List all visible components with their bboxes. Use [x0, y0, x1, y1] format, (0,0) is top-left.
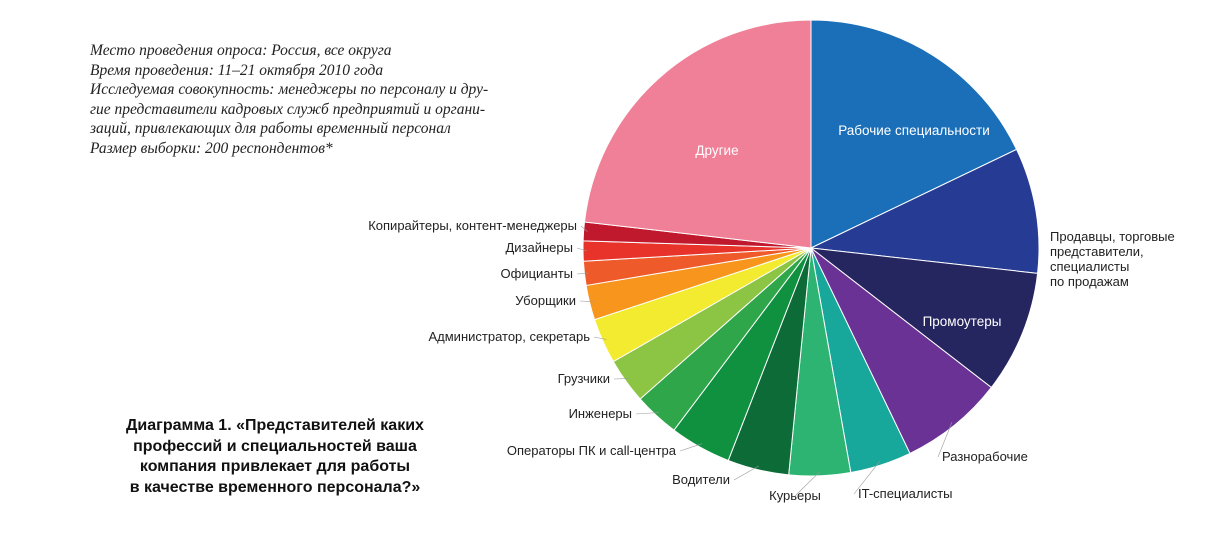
- leader-line: [579, 300, 594, 302]
- caption-number: Диаграмма 1.: [126, 417, 232, 434]
- leader-line: [576, 247, 588, 252]
- chart-caption: Диаграмма 1. «Представителей каких профе…: [100, 416, 450, 498]
- leader-line: [937, 421, 953, 458]
- survey-info-line: Исследуемая совокупность: менеджеры по п…: [90, 81, 489, 98]
- pie-slice: [809, 247, 1039, 389]
- slice-label: Разнорабочие: [942, 449, 1028, 464]
- pie-slices: [582, 19, 1040, 477]
- pie-leader-lines: [576, 225, 953, 497]
- caption-line: в качестве временного персонала?»: [129, 478, 421, 496]
- survey-info-line: заций, привлекающих для работы временный…: [90, 120, 451, 137]
- slice-label: Уборщики: [515, 293, 576, 308]
- leader-line: [635, 412, 660, 415]
- survey-info-line: Время проведения: 11–21 октября 2010 год…: [90, 61, 384, 79]
- survey-info: Место проведения опроса: Россия, все окр…: [90, 41, 560, 158]
- slice-label: Рабочие специальности: [838, 123, 990, 138]
- leader-line: [580, 225, 588, 232]
- slice-label: Копирайтеры, контент-менеджеры: [368, 218, 577, 233]
- pie-slice: [809, 148, 1040, 274]
- slice-label: Продавцы, торговые представители, специали…: [1050, 229, 1175, 289]
- caption-line: профессий и специальностей ваша: [133, 437, 417, 455]
- slice-label: Операторы ПК и call-центра: [507, 443, 677, 458]
- slice-label: Администратор, секретарь: [428, 329, 590, 344]
- survey-info-line: гие представители кадровых служб предпри…: [90, 100, 486, 118]
- leader-line: [679, 443, 703, 452]
- leader-line: [576, 272, 589, 275]
- pie-slice: [810, 19, 1018, 249]
- slice-label: Дизайнеры: [505, 240, 573, 255]
- caption-line: компания привлекает для работы: [139, 458, 411, 475]
- slice-label: Другие: [695, 143, 738, 158]
- slice-label: Инженеры: [569, 406, 632, 421]
- survey-info-line: Размер выборки: 200 респондентов*: [90, 139, 333, 157]
- leader-line: [853, 461, 881, 495]
- slice-label: IT-специалисты: [858, 486, 953, 501]
- leader-line: [593, 336, 607, 340]
- pie-labels: Рабочие специальности Продавцы, торговые п…: [368, 123, 1174, 503]
- leader-line: [733, 465, 760, 481]
- pie-slice: [583, 19, 812, 249]
- slice-label: Официанты: [501, 266, 573, 281]
- survey-info-line: Место проведения опроса: Россия, все окр…: [90, 42, 392, 59]
- pie-slice: [810, 247, 993, 455]
- leader-line: [794, 471, 820, 497]
- slice-label: Промоутеры: [923, 314, 1002, 329]
- slice-label: Грузчики: [558, 371, 610, 386]
- caption-line: «Представителей каких: [236, 417, 424, 434]
- slice-label: Курьеры: [769, 488, 821, 503]
- slice-label: Водители: [672, 472, 730, 487]
